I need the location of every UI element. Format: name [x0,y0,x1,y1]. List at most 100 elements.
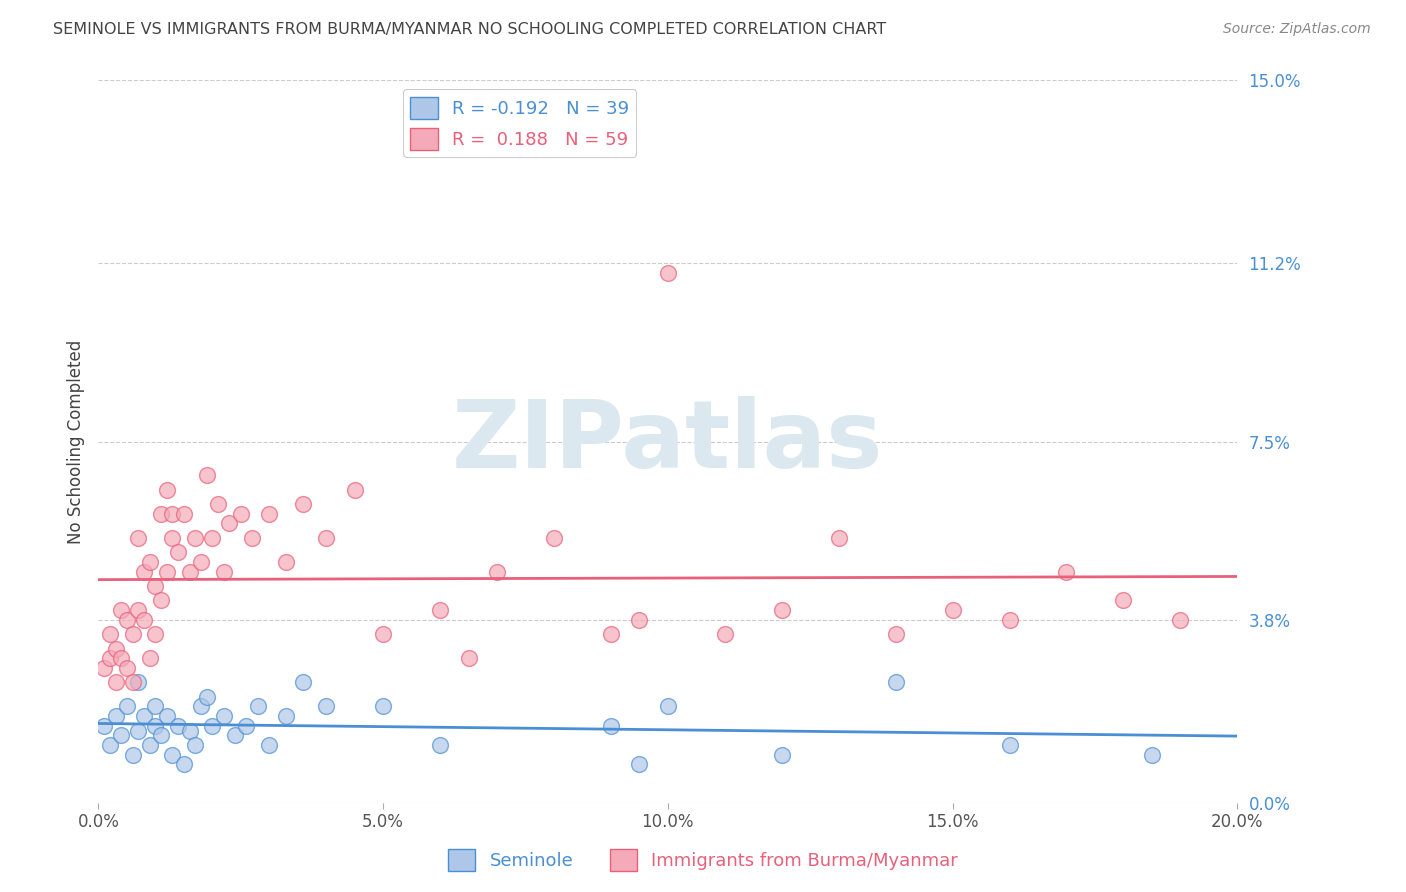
Point [115,699,138,714]
Point [195,690,218,704]
Point [714,627,737,641]
Point [600,719,623,733]
Point [998,613,1021,627]
Point [115,661,138,675]
Point [184,738,207,752]
Point [429,738,451,752]
Text: ZIPatlas: ZIPatlas [453,395,883,488]
Point [179,565,201,579]
Point [1170,613,1192,627]
Point [235,719,257,733]
Point [150,507,173,521]
Point [98,651,121,665]
Point [486,565,509,579]
Point [212,565,235,579]
Point [315,699,337,714]
Point [246,699,269,714]
Point [127,675,149,690]
Point [373,627,395,641]
Point [167,545,190,559]
Point [201,531,224,545]
Point [600,627,623,641]
Point [104,675,127,690]
Point [104,709,127,723]
Point [138,738,160,752]
Text: SEMINOLE VS IMMIGRANTS FROM BURMA/MYANMAR NO SCHOOLING COMPLETED CORRELATION CHA: SEMINOLE VS IMMIGRANTS FROM BURMA/MYANMA… [53,22,887,37]
Point [162,507,184,521]
Legend: Seminole, Immigrants from Burma/Myanmar: Seminole, Immigrants from Burma/Myanmar [441,842,965,879]
Point [145,627,167,641]
Point [224,728,246,742]
Point [373,699,395,714]
Point [190,699,212,714]
Point [1056,565,1078,579]
Point [942,603,965,617]
Point [998,738,1021,752]
Point [121,675,143,690]
Point [98,627,121,641]
Point [145,719,167,733]
Point [150,593,173,607]
Point [884,627,907,641]
Point [240,531,263,545]
Point [104,641,127,656]
Point [132,565,155,579]
Point [207,497,229,511]
Point [127,531,149,545]
Point [292,675,315,690]
Point [770,603,793,617]
Point [93,661,115,675]
Point [259,738,281,752]
Point [173,757,195,772]
Point [145,699,167,714]
Point [138,555,160,569]
Point [1112,593,1135,607]
Point [132,709,155,723]
Point [93,719,115,733]
Point [884,675,907,690]
Point [132,613,155,627]
Point [429,603,451,617]
Point [145,579,167,593]
Point [167,719,190,733]
Y-axis label: No Schooling Completed: No Schooling Completed [66,340,84,543]
Point [121,747,143,762]
Point [110,651,132,665]
Point [457,651,479,665]
Point [121,627,143,641]
Point [156,709,179,723]
Point [127,723,149,738]
Legend: R = -0.192   N = 39, R =  0.188   N = 59: R = -0.192 N = 39, R = 0.188 N = 59 [404,89,637,157]
Point [150,728,173,742]
Point [343,483,366,497]
Point [292,497,315,511]
Point [110,728,132,742]
Point [276,709,298,723]
Point [115,613,138,627]
Point [657,266,679,280]
Point [828,531,851,545]
Point [179,723,201,738]
Point [229,507,252,521]
Point [98,738,121,752]
Point [315,531,337,545]
Point [195,468,218,483]
Point [657,699,679,714]
Point [173,507,195,521]
Point [162,531,184,545]
Point [156,565,179,579]
Point [543,531,565,545]
Point [628,613,651,627]
Point [770,747,793,762]
Text: Source: ZipAtlas.com: Source: ZipAtlas.com [1223,22,1371,37]
Point [212,709,235,723]
Point [276,555,298,569]
Point [201,719,224,733]
Point [156,483,179,497]
Point [110,603,132,617]
Point [184,531,207,545]
Point [628,757,651,772]
Point [138,651,160,665]
Point [218,516,240,531]
Point [162,747,184,762]
